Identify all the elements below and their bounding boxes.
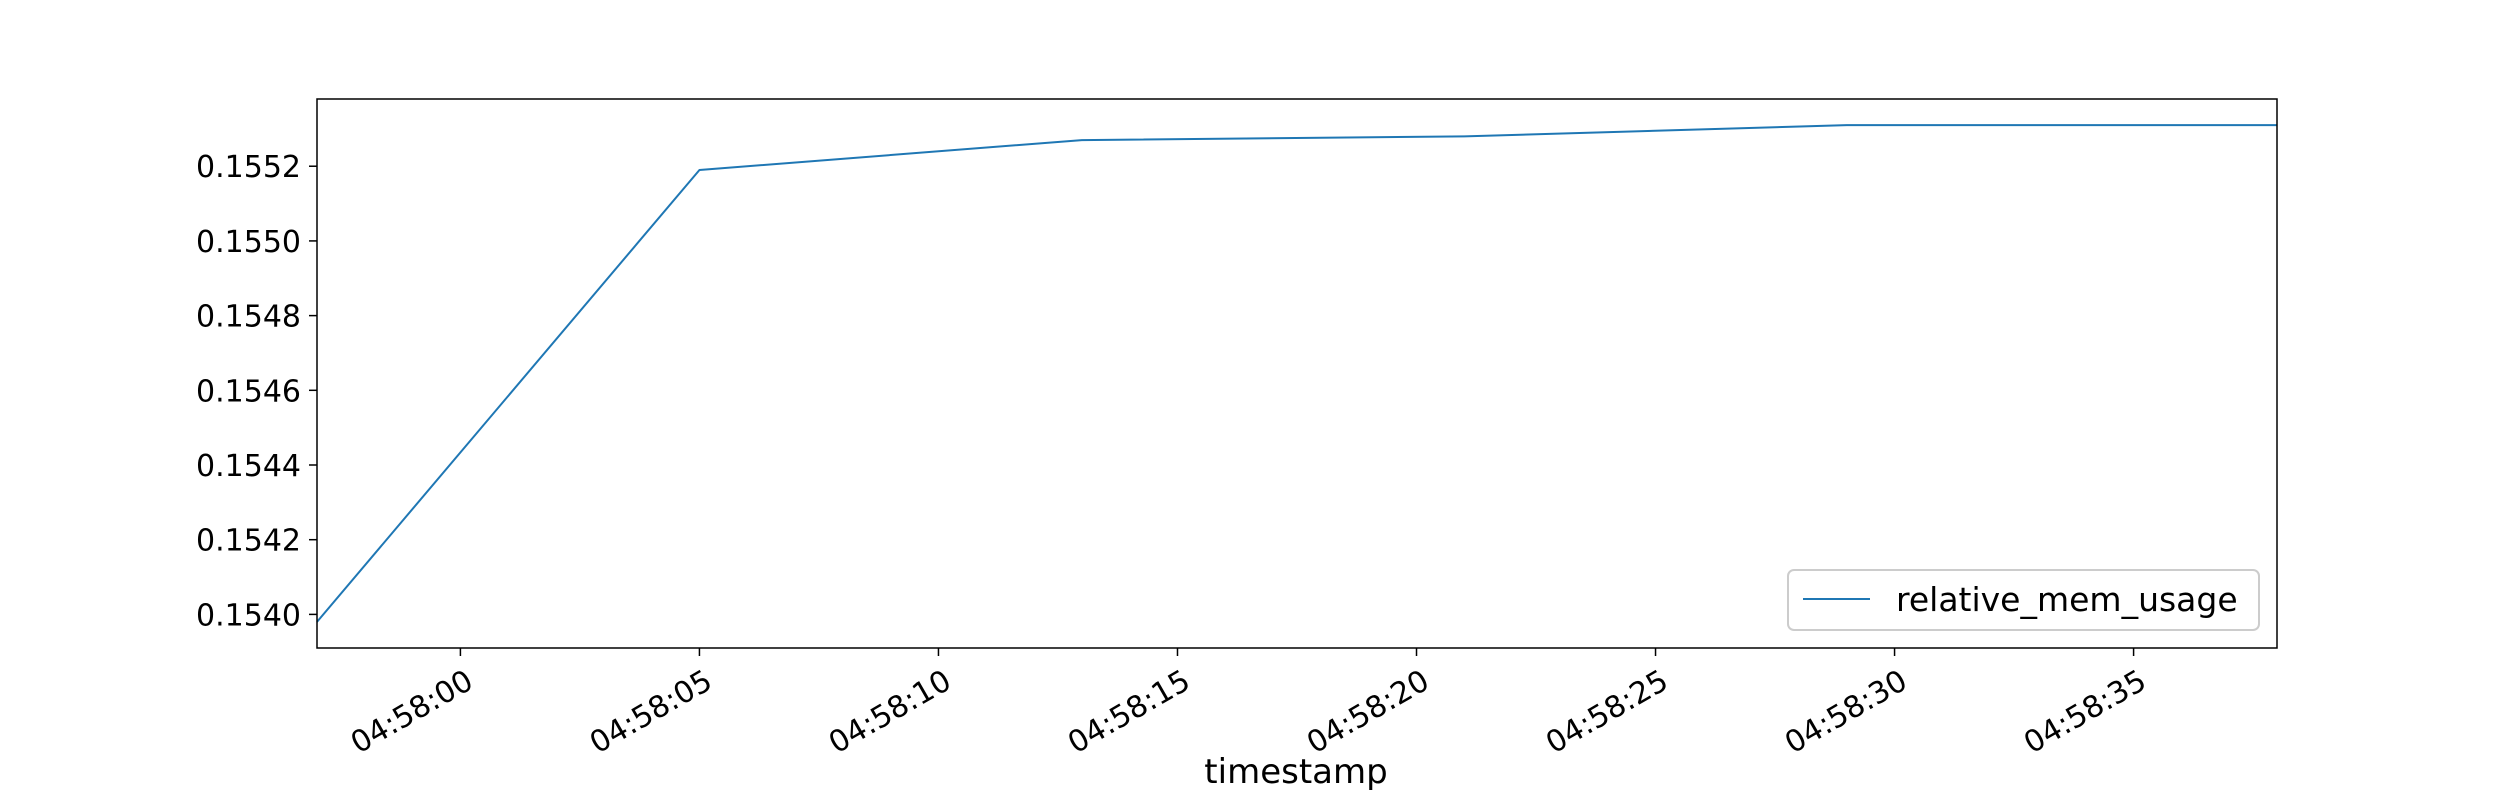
y-tick-label: 0.1546: [196, 374, 301, 409]
y-tick-label: 0.1548: [196, 300, 301, 335]
y-tick-label: 0.1544: [196, 449, 301, 484]
x-axis-label: timestamp: [1204, 752, 1387, 792]
legend: relative_mem_usage: [1787, 569, 2260, 631]
legend-box: [1787, 569, 2260, 631]
y-tick-label: 0.1540: [196, 598, 301, 633]
y-tick-label: 0.1550: [196, 225, 301, 260]
plot-frame: [316, 98, 2278, 649]
y-tick-label: 0.1552: [196, 150, 301, 185]
y-tick-label: 0.1542: [196, 524, 301, 559]
legend-label-relative-mem-usage: relative_mem_usage: [1896, 580, 2238, 619]
series-line-relative-mem-usage: [316, 124, 2277, 623]
